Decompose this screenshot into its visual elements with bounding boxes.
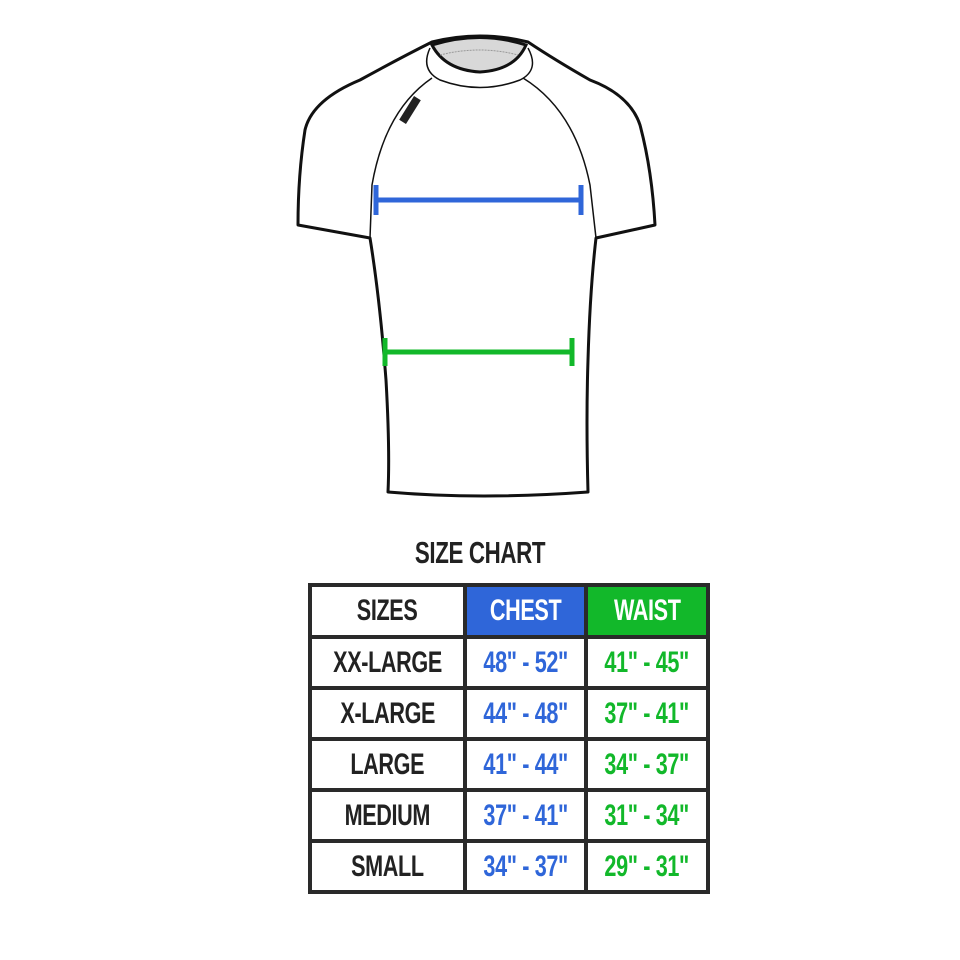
raglan-seam-left — [369, 77, 433, 239]
waist-cell: 34" - 37" — [584, 737, 710, 792]
table-row: X-LARGE 44" - 48" 37" - 41" — [307, 686, 710, 741]
size-cell: SMALL — [307, 839, 468, 894]
collar-inner — [429, 36, 529, 74]
collar-stitch — [439, 49, 519, 56]
header-sizes: SIZES — [307, 583, 468, 639]
shirt-body — [296, 34, 657, 498]
header-waist: WAIST — [584, 583, 710, 639]
chest-cell: 48" - 52" — [463, 635, 589, 690]
table-row: MEDIUM 37" - 41" 31" - 34" — [307, 788, 710, 843]
collar-band — [425, 47, 534, 89]
table-row: LARGE 41" - 44" 34" - 37" — [307, 737, 710, 792]
waist-cell: 29" - 31" — [584, 839, 710, 894]
chest-cell: 34" - 37" — [463, 839, 589, 894]
header-chest: CHEST — [463, 583, 589, 639]
size-cell: XX-LARGE — [307, 635, 468, 690]
size-cell: MEDIUM — [307, 788, 468, 843]
brand-tag — [399, 96, 421, 124]
raglan-seam-right — [522, 77, 597, 239]
waist-cell: 41" - 45" — [584, 635, 710, 690]
size-cell: X-LARGE — [307, 686, 468, 741]
chest-cell: 41" - 44" — [463, 737, 589, 792]
chest-cell: 44" - 48" — [463, 686, 589, 741]
chart-title: SIZE CHART — [414, 535, 546, 570]
size-table: SIZES CHEST WAIST XX-LARGE 48" - 52" 41"… — [307, 583, 710, 894]
chest-measure-line — [373, 185, 584, 215]
header-row: SIZES CHEST WAIST — [307, 583, 710, 639]
table-row: XX-LARGE 48" - 52" 41" - 45" — [307, 635, 710, 690]
waist-measure-line — [382, 338, 575, 366]
table-row: SMALL 34" - 37" 29" - 31" — [307, 839, 710, 894]
shirt-illustration — [296, 34, 657, 498]
waist-cell: 31" - 34" — [584, 788, 710, 843]
waist-cell: 37" - 41" — [584, 686, 710, 741]
chest-cell: 37" - 41" — [463, 788, 589, 843]
size-cell: LARGE — [307, 737, 468, 792]
